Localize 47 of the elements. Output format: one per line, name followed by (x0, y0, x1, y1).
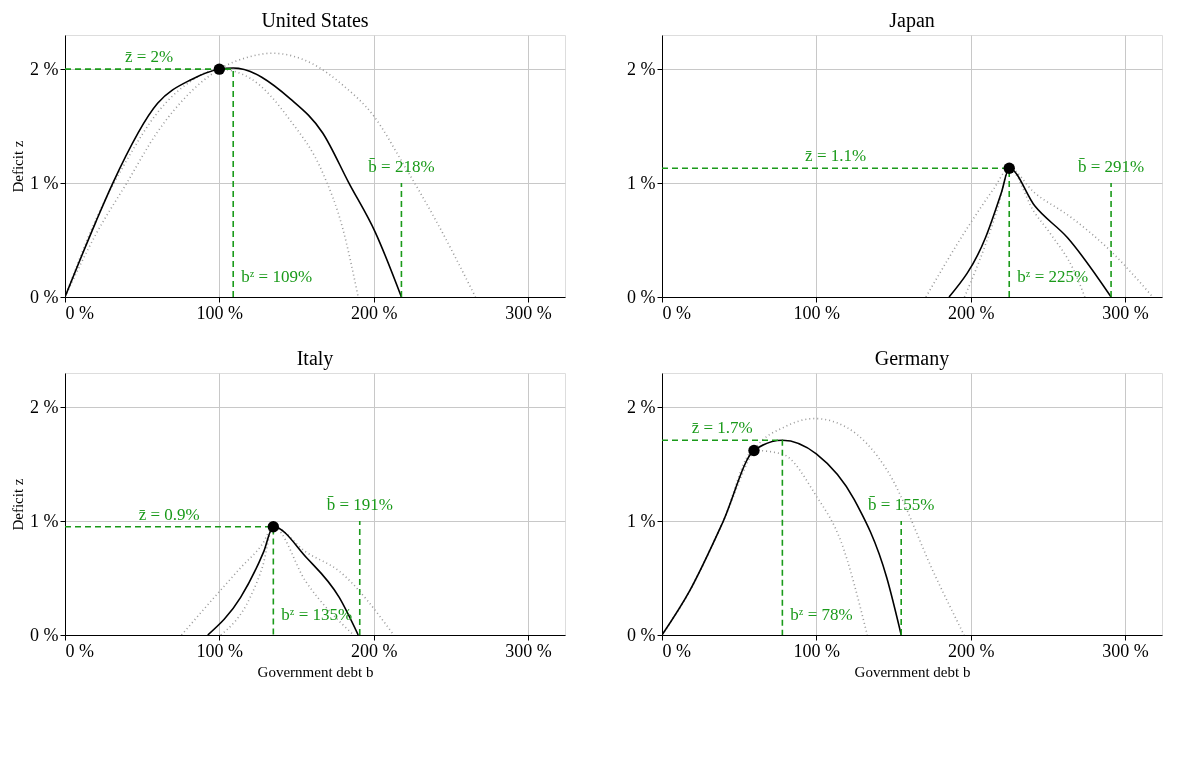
y-tick-label: 1 % (627, 510, 656, 531)
y-tick-label: 0 % (30, 624, 59, 645)
chart-title: Italy (296, 347, 334, 370)
x-tick-label: 0 % (662, 302, 691, 323)
x-axis-title: Government debt b (854, 663, 971, 680)
x-tick-label: 100 % (196, 302, 244, 323)
chart-title: Germany (874, 347, 950, 370)
x-tick-label: 0 % (65, 302, 94, 323)
x-tick-label: 200 % (947, 302, 995, 323)
y-axis-title: Deficit z (10, 140, 27, 193)
annotation: bᶻ = 109% (241, 267, 313, 286)
x-tick-label: 300 % (1102, 302, 1149, 323)
y-tick-label: 1 % (30, 510, 59, 531)
x-axis-title: Government debt b (257, 663, 374, 680)
x-tick-label: 200 % (350, 302, 398, 323)
annotation: b̄ = 155% (868, 495, 935, 515)
y-axis-title: Deficit z (10, 478, 27, 531)
x-tick-label: 100 % (196, 640, 244, 661)
y-tick-label: 0 % (627, 286, 656, 307)
y-tick-label: 2 % (627, 58, 656, 79)
annotation: z̄ = 2% (124, 47, 174, 67)
x-tick-label: 0 % (662, 640, 691, 661)
annotation: b̄ = 291% (1077, 157, 1145, 177)
y-tick-label: 0 % (30, 286, 59, 307)
annotation: b̄ = 191% (326, 495, 393, 515)
annotation: z̄ = 0.9% (138, 504, 200, 524)
y-tick-label: 2 % (30, 58, 59, 79)
x-tick-label: 100 % (793, 640, 841, 661)
annotation: bᶻ = 78% (790, 605, 853, 624)
x-tick-label: 0 % (65, 640, 94, 661)
chart-title: Japan (889, 9, 935, 32)
x-tick-label: 100 % (793, 302, 841, 323)
annotation: b̄ = 218% (368, 157, 435, 177)
annotation: bᶻ = 225% (1017, 267, 1089, 286)
y-tick-label: 2 % (30, 396, 59, 417)
y-tick-label: 0 % (627, 624, 656, 645)
x-tick-label: 300 % (505, 302, 552, 323)
annotation: z̄ = 1.1% (805, 146, 867, 166)
y-tick-label: 2 % (627, 396, 656, 417)
y-tick-label: 1 % (30, 172, 59, 193)
x-tick-label: 200 % (947, 640, 995, 661)
chart-title: United States (261, 9, 369, 31)
y-tick-label: 1 % (627, 172, 656, 193)
x-tick-label: 200 % (350, 640, 398, 661)
x-tick-label: 300 % (1102, 640, 1149, 661)
annotation: z̄ = 1.7% (691, 418, 753, 438)
x-tick-label: 300 % (505, 640, 552, 661)
